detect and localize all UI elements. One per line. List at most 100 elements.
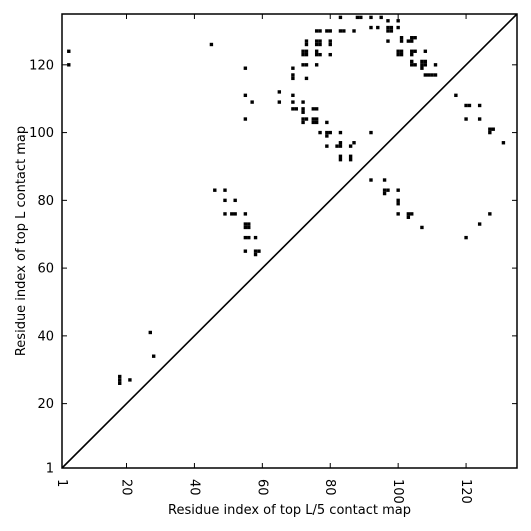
contact-point <box>291 107 295 111</box>
contact-point <box>148 330 152 335</box>
contact-point <box>348 157 353 162</box>
contact-point <box>488 130 492 135</box>
contact-point <box>410 49 414 53</box>
contact-point <box>410 39 414 43</box>
contact-point <box>430 73 434 77</box>
contact-point <box>396 188 400 192</box>
contact-point <box>253 252 258 257</box>
contact-point <box>247 225 251 230</box>
contact-point <box>423 49 428 53</box>
contact-point <box>304 76 309 81</box>
contact-point <box>294 107 298 111</box>
contact-point <box>118 378 122 382</box>
contact-point <box>382 188 387 192</box>
contact-point <box>314 120 319 125</box>
contact-point <box>311 107 315 111</box>
contact-point <box>253 249 258 253</box>
contact-point <box>314 52 319 57</box>
contact-point <box>454 93 458 98</box>
contact-point <box>304 39 309 43</box>
contact-point <box>328 52 332 57</box>
contact-point <box>420 66 424 70</box>
contact-point <box>338 157 343 162</box>
contact-point <box>477 103 482 108</box>
contact-point <box>67 63 71 67</box>
contact-point <box>311 117 315 121</box>
contact-point <box>277 90 282 94</box>
contact-point <box>291 73 295 77</box>
contact-point <box>396 49 400 53</box>
contact-point <box>399 49 404 53</box>
contact-point <box>250 100 254 104</box>
contact-point <box>396 198 400 203</box>
contact-point <box>67 49 71 53</box>
contact-point <box>314 49 319 53</box>
contact-point <box>369 130 373 135</box>
contact-point <box>501 141 506 145</box>
contact-point <box>223 198 227 203</box>
contact-point <box>257 249 261 253</box>
contact-point <box>477 222 482 226</box>
contact-point <box>318 42 322 47</box>
contact-point <box>328 29 332 33</box>
contact-point <box>389 29 394 33</box>
contact-point <box>338 15 343 20</box>
contact-point <box>318 130 322 135</box>
contact-point <box>491 127 495 131</box>
contact-point <box>386 19 390 23</box>
contact-point <box>304 42 309 47</box>
contact-point <box>338 154 343 158</box>
contact-point <box>386 188 390 192</box>
contact-point <box>209 42 214 47</box>
contact-point <box>301 63 305 67</box>
contact-point <box>410 63 414 67</box>
contact-point <box>427 73 431 77</box>
contact-point <box>338 29 343 33</box>
contact-point <box>243 93 248 98</box>
contact-point <box>406 212 411 216</box>
contact-point <box>304 49 309 53</box>
x-tick-label: 120 <box>458 479 473 504</box>
contact-point <box>342 29 346 33</box>
contact-point <box>369 178 373 182</box>
contact-point <box>382 191 387 196</box>
contact-point <box>128 378 132 382</box>
contact-point <box>376 25 380 30</box>
y-axis-title: Residue index of top L contact map <box>14 126 29 356</box>
y-tick-label: 120 <box>29 58 54 73</box>
contact-point <box>311 120 315 125</box>
contact-point <box>352 29 356 33</box>
contact-point <box>243 222 248 226</box>
contact-point <box>423 63 428 67</box>
contact-point <box>230 212 234 216</box>
x-tick-label: 60 <box>254 479 269 496</box>
contact-point <box>399 36 404 40</box>
contact-point <box>253 235 258 240</box>
y-tick-label: 40 <box>37 329 54 344</box>
contact-point <box>301 52 305 57</box>
contact-point <box>301 117 305 121</box>
contact-point <box>369 15 373 20</box>
contact-point <box>420 63 424 67</box>
contact-point <box>233 198 237 203</box>
contact-point <box>396 25 400 30</box>
y-tick-label: 100 <box>29 126 54 141</box>
contact-point <box>410 52 414 57</box>
x-axis: 1 20 40 60 80 100 120 <box>54 14 473 504</box>
contact-point <box>243 249 248 253</box>
x-tick-label: 100 <box>390 479 405 504</box>
contact-point <box>413 63 417 67</box>
plot-area <box>61 13 518 469</box>
plot-frame <box>61 13 518 469</box>
contact-point <box>396 202 400 206</box>
contact-point <box>464 103 468 108</box>
contact-point <box>413 36 417 40</box>
contact-point <box>118 374 122 379</box>
contact-point <box>413 49 417 53</box>
contact-point <box>348 154 353 158</box>
contact-point <box>464 117 468 121</box>
contact-point <box>359 15 363 20</box>
contact-point <box>488 127 492 131</box>
contact-point <box>386 25 390 30</box>
contact-point <box>488 212 492 216</box>
